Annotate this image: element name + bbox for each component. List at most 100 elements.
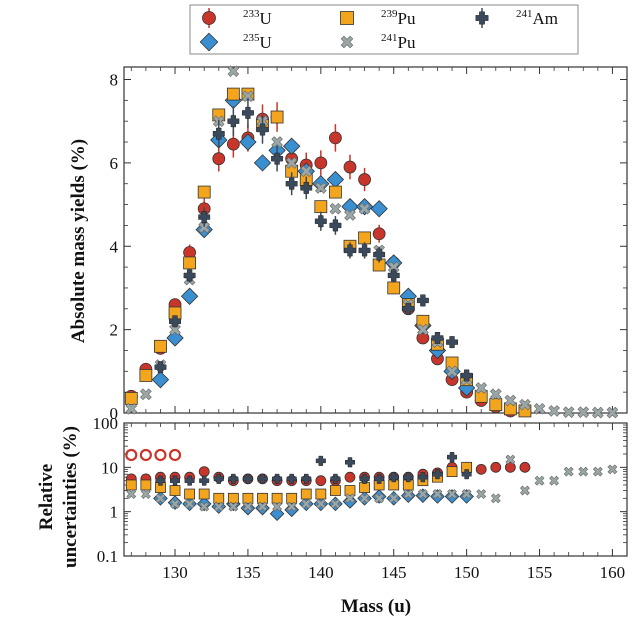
data-point <box>227 115 240 128</box>
x-axis-title: Mass (u) <box>341 596 411 617</box>
data-point <box>606 406 619 419</box>
data-point <box>417 489 428 499</box>
data-point <box>126 489 137 499</box>
data-point <box>198 488 210 500</box>
top-ytick-label: 2 <box>110 321 119 340</box>
data-point <box>314 156 328 170</box>
data-point <box>358 231 371 245</box>
data-point <box>403 472 414 483</box>
top-ytick-label: 0 <box>110 404 119 423</box>
series-241Pu <box>126 454 618 512</box>
data-point <box>257 492 268 504</box>
xtick-label: 155 <box>527 563 553 582</box>
data-point <box>490 461 502 473</box>
data-point <box>432 489 443 499</box>
data-point <box>315 488 327 500</box>
y-axis-title-bottom-line2: uncertainties (%) <box>60 426 81 568</box>
data-point <box>198 211 211 224</box>
data-point <box>359 482 370 493</box>
data-point <box>447 489 457 499</box>
data-point <box>417 472 428 483</box>
data-point <box>271 136 283 148</box>
data-point <box>124 392 138 405</box>
xtick-label: 140 <box>308 563 334 582</box>
data-point <box>476 489 487 499</box>
data-point <box>151 370 170 389</box>
data-point <box>169 485 181 496</box>
data-point <box>387 261 400 273</box>
data-point <box>461 469 472 480</box>
top-ytick-label: 8 <box>110 71 119 90</box>
data-point <box>125 479 137 491</box>
data-point <box>344 471 356 483</box>
data-point <box>592 466 603 477</box>
data-point <box>329 185 342 199</box>
data-point <box>329 202 342 215</box>
data-point <box>286 501 297 512</box>
data-point <box>359 473 370 484</box>
series-241Am <box>154 97 473 382</box>
xtick-label: 150 <box>454 563 480 582</box>
data-point <box>139 448 152 462</box>
xtick-label: 135 <box>235 563 261 582</box>
data-point <box>330 473 341 484</box>
y-axis-title-top: Absolute mass yields (%) <box>68 139 89 343</box>
series-241Pu <box>125 65 619 419</box>
series-241Am <box>155 452 472 486</box>
bottom-ytick-label: 0.1 <box>97 547 118 566</box>
data-point <box>154 339 167 353</box>
data-point <box>286 473 297 484</box>
top-panel: 0 2 4 6 8 <box>110 65 628 423</box>
data-point <box>125 403 138 415</box>
legend-label-element: Am <box>533 9 559 28</box>
legend-marker-241Am <box>475 11 489 25</box>
data-point <box>446 336 458 349</box>
data-point <box>504 461 516 473</box>
legend-label-element: Pu <box>398 33 416 52</box>
data-point <box>358 202 371 215</box>
data-point <box>387 281 401 295</box>
data-point <box>461 489 472 499</box>
data-point <box>549 475 560 486</box>
legend-marker-233U <box>202 11 216 25</box>
data-point <box>330 485 341 496</box>
data-point <box>184 475 195 486</box>
legend-label-mass-number: 235 <box>243 32 260 44</box>
data-point <box>253 154 272 172</box>
data-point <box>388 472 399 483</box>
data-point <box>198 466 210 478</box>
data-point <box>272 473 283 484</box>
data-point <box>139 369 153 382</box>
data-point <box>242 90 254 103</box>
legend-label-233U: 233U <box>243 8 272 28</box>
data-point <box>504 394 517 407</box>
legend-marker-235U <box>199 32 219 52</box>
data-point <box>417 323 429 336</box>
data-point <box>343 160 357 174</box>
data-point <box>344 244 356 257</box>
data-point <box>370 200 388 218</box>
data-point <box>227 492 239 504</box>
xtick-label: 130 <box>162 563 188 582</box>
data-point <box>359 493 370 504</box>
legend-label-element: Pu <box>398 9 416 28</box>
bottom-ytick-label: 1 <box>110 503 119 522</box>
bottom-ytick-label: 10 <box>101 458 118 477</box>
data-point <box>403 489 414 499</box>
data-point <box>228 501 239 512</box>
data-point <box>373 248 386 261</box>
legend-marker-239Pu <box>340 11 354 25</box>
data-point <box>170 498 180 509</box>
data-point <box>226 137 240 151</box>
data-point <box>607 464 618 475</box>
data-point <box>563 466 574 477</box>
data-point <box>241 106 254 119</box>
data-point <box>315 182 327 194</box>
legend-label-239Pu: 239Pu <box>381 8 416 28</box>
data-point <box>315 475 327 487</box>
data-point <box>199 501 210 512</box>
data-point <box>592 406 604 419</box>
data-point <box>344 209 356 221</box>
data-point <box>155 493 166 504</box>
data-point <box>519 461 531 473</box>
